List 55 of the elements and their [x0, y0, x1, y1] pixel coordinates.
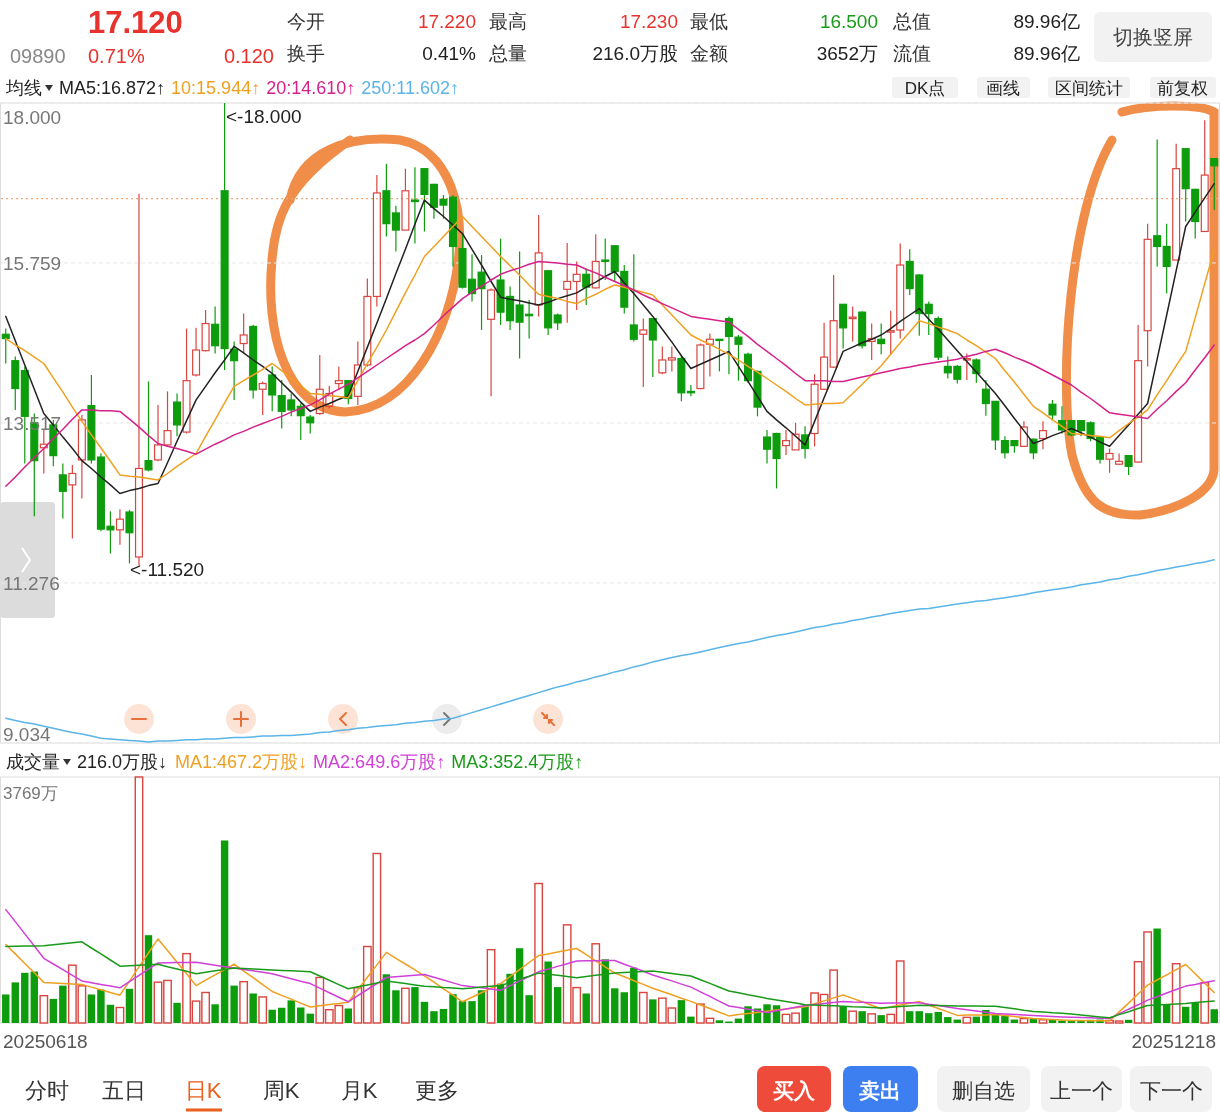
- text: 10:15.944↑: [171, 78, 261, 98]
- text: 250:11.602↑: [361, 78, 459, 98]
- text: 17.230: [619, 11, 678, 32]
- text: 日K: [184, 1078, 222, 1103]
- text: 09890: [10, 45, 66, 67]
- text: MA5:16.872↑: [59, 78, 166, 98]
- text: 216.0万股↓: [77, 752, 168, 772]
- text: MA3:352.4万股↑: [451, 752, 584, 772]
- text: 分时: [25, 1078, 69, 1103]
- text: 下一个: [1139, 1079, 1203, 1102]
- y-tick-label: 18.000: [3, 107, 62, 128]
- text: 切换竖屏: [1113, 26, 1193, 48]
- text: MA1:467.2万股↓: [175, 752, 308, 772]
- text: 金额: [690, 43, 728, 64]
- text: 17.120: [88, 5, 183, 40]
- text: 89.96亿: [1013, 11, 1080, 32]
- text: 216.0万股: [592, 43, 678, 64]
- text: 周K: [262, 1078, 300, 1103]
- text: MA2:649.6万股↑: [313, 752, 446, 772]
- text: 前复权: [1156, 79, 1208, 98]
- text: 16.500: [819, 11, 878, 32]
- text: 月K: [340, 1078, 378, 1103]
- text: 总值: [892, 11, 931, 32]
- y-tick-label: 15.759: [3, 252, 62, 274]
- text: 0.71%: [88, 45, 145, 67]
- annotation: <-11.520: [130, 559, 205, 580]
- text: 换手: [287, 43, 325, 64]
- annotation: 3769万: [3, 784, 58, 803]
- text: 今开: [287, 11, 325, 32]
- text: 买入: [773, 1079, 816, 1102]
- text: 20251218: [1131, 1031, 1216, 1052]
- text: 更多: [415, 1078, 459, 1103]
- text: 删自选: [951, 1079, 1015, 1102]
- text: 最低: [690, 11, 728, 32]
- text: 上一个: [1049, 1079, 1113, 1102]
- text: 总量: [488, 43, 527, 64]
- text: 卖出: [859, 1079, 901, 1102]
- text: 最高: [489, 11, 527, 32]
- legend-title: 成交量: [6, 752, 60, 772]
- text: 流值: [893, 43, 931, 64]
- text: 3652万: [816, 43, 878, 64]
- text: DK点: [904, 79, 946, 98]
- text: 20250618: [3, 1031, 88, 1052]
- text: 20:14.610↑: [266, 78, 356, 98]
- y-tick-label: 11.276: [3, 572, 60, 594]
- y-tick-label: 9.034: [3, 724, 51, 745]
- text: 0.41%: [422, 43, 477, 64]
- text: 0.120: [223, 45, 274, 67]
- text: 17.220: [417, 11, 476, 32]
- text: 89.96亿: [1013, 43, 1080, 64]
- text: 画线: [986, 79, 1020, 98]
- legend-title: 均线: [5, 78, 42, 98]
- annotation: <-18.000: [226, 106, 302, 127]
- text: 区间统计: [1055, 79, 1123, 98]
- text: 五日: [102, 1078, 146, 1103]
